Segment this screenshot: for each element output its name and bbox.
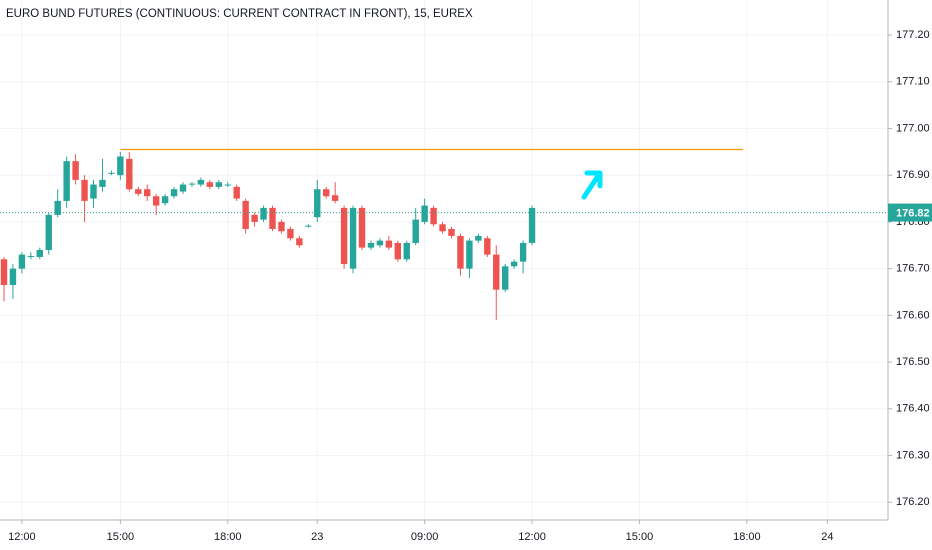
x-tick-label: 23 [311,531,323,543]
candle-body [448,228,455,236]
x-tick-label: 18:00 [214,531,242,543]
candle-body [0,259,8,285]
candle-body [242,200,249,229]
candle-body [269,207,276,229]
candle-body [179,184,187,192]
candle-body [99,179,106,187]
candle-body [484,238,491,255]
arrow-annotation [581,170,603,200]
candle-body [510,261,518,267]
candle-body [260,207,267,220]
y-tick-label: 177.00 [896,122,930,134]
x-tick-label: 09:00 [411,531,439,543]
candle-body [170,189,178,197]
x-tick-label: 15:00 [107,531,135,543]
candle-body [18,254,26,269]
y-tick-label: 176.50 [896,356,930,368]
candle-body [278,221,285,232]
candle-body [457,235,464,269]
x-tick-label: 18:00 [733,531,761,543]
candle-body [152,196,160,206]
x-tick-label: 12:00 [8,531,36,543]
candle-body [90,184,97,199]
candle-body [161,196,169,204]
candle-body [63,161,70,201]
marks [0,148,888,321]
candle-body [475,235,482,241]
candle-body [126,158,133,190]
x-tick-label: 12:00 [518,531,546,543]
candle-body [45,214,52,250]
candle-body [9,268,17,285]
candle-body [493,254,500,290]
last-price-label: 176.82 [896,207,930,219]
candle-body [54,200,61,215]
y-tick-label: 176.40 [896,403,930,415]
candle-body [36,249,43,257]
grid [0,0,888,520]
y-tick-label: 176.60 [896,309,930,321]
y-tick-label: 176.90 [896,169,930,181]
candle-body [287,228,294,239]
y-tick-label: 177.10 [896,76,930,88]
candle-body [144,189,151,197]
candle-body [403,242,410,260]
chart-title: EURO BUND FUTURES (CONTINUOUS: CURRENT C… [6,8,473,20]
y-tick-label: 176.70 [896,263,930,275]
candle-body [233,186,240,199]
candle-body [305,225,312,227]
candle-body [528,207,536,243]
candle-body [376,240,384,246]
candle-body [385,240,393,248]
candle-body [215,182,222,187]
candle-body [394,242,401,260]
candle-body [81,179,88,201]
candle-body [251,214,258,222]
candle-body [502,266,509,290]
y-tick-label: 176.20 [896,496,930,508]
candle-body [412,219,419,243]
x-tick-label: 24 [821,531,833,543]
candle-body [117,156,124,176]
candle-body [27,256,35,258]
candle-body [430,207,437,225]
candle-body [421,205,428,222]
candle-body [367,242,375,248]
candle-body [331,195,339,201]
candle-body [197,179,205,185]
candle-body [224,184,231,186]
last-price-tag [888,203,932,222]
axis: 176.20 176.30 176.40 176.50 176.60 176.70 176.… [8,29,932,543]
candle-body [296,238,303,246]
x-tick-label: 15:00 [626,531,654,543]
y-tick-label: 176.30 [896,449,930,461]
candle-body [439,224,446,232]
candle-body [466,240,473,269]
candle-body [323,189,330,197]
candle-body [358,207,366,248]
candle-body [519,242,527,262]
candle-body [206,182,214,187]
candle-body [188,183,196,185]
candle-body [72,161,79,180]
candle-body [340,207,348,264]
candle-body [108,172,115,174]
y-tick-label: 177.20 [896,29,930,41]
candle-body [314,189,321,218]
candle-body [135,189,142,194]
candle-body [349,207,357,269]
